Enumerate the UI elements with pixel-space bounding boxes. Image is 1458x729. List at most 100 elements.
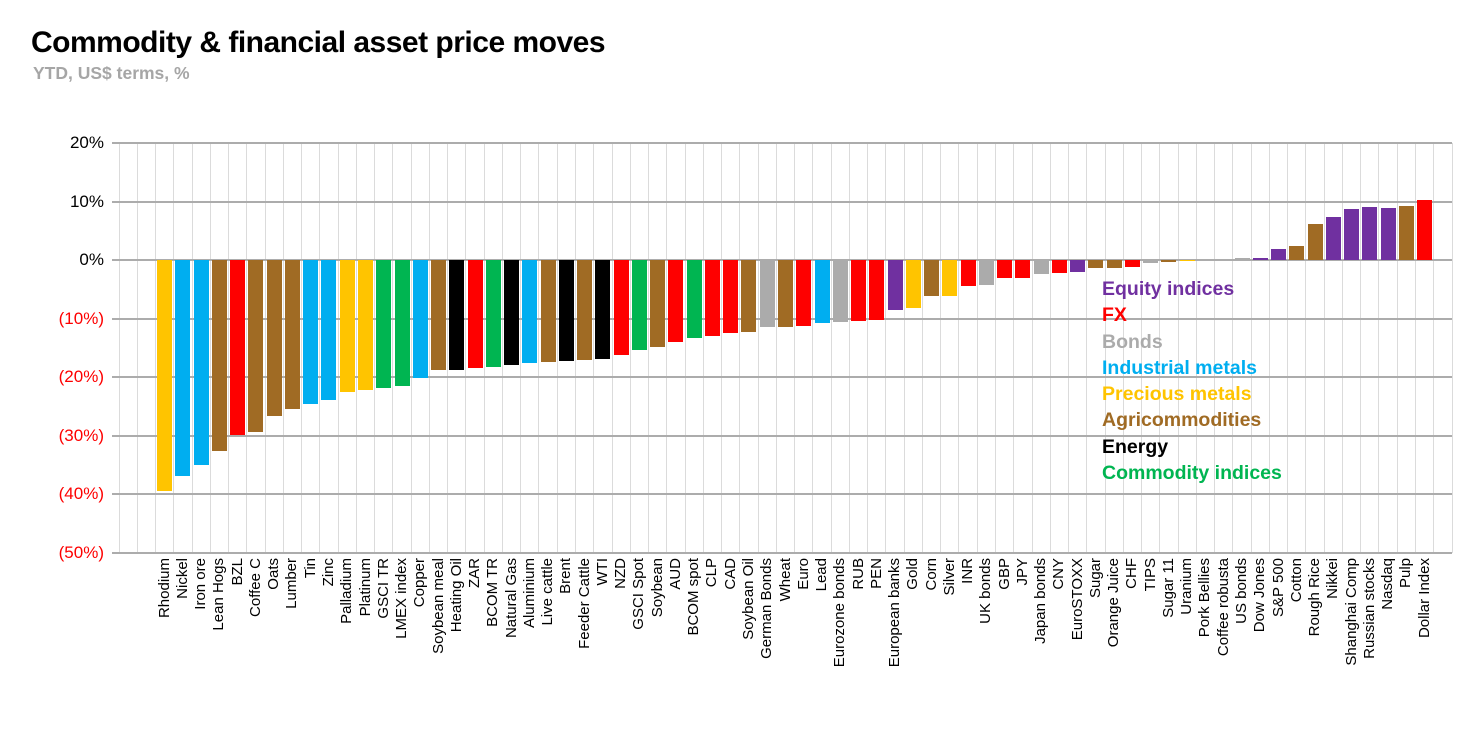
bar-label: European banks xyxy=(886,558,904,668)
gridline-v xyxy=(319,143,321,553)
gridline-v xyxy=(155,143,157,553)
gridline-v xyxy=(611,143,613,553)
bar xyxy=(978,260,994,286)
gridline-v xyxy=(1451,143,1453,553)
bar xyxy=(960,260,976,286)
bar-label: Russian stocks xyxy=(1360,558,1378,659)
gridline-v xyxy=(1031,143,1033,553)
gridline-v xyxy=(501,143,503,553)
bar xyxy=(778,260,793,327)
axis-tick xyxy=(112,317,119,320)
bar-label: Sugar 11 xyxy=(1159,558,1177,618)
bar xyxy=(1325,217,1341,261)
gridline-v xyxy=(173,143,175,553)
legend-item: Industrial metals xyxy=(1102,356,1257,379)
plot-area xyxy=(112,142,1453,554)
bar-label: Brent xyxy=(557,558,575,594)
bar-label: Aluminium xyxy=(520,558,538,629)
bar xyxy=(485,260,501,368)
bar-label: Copper xyxy=(411,558,429,608)
gridline-v xyxy=(830,143,832,553)
gridline-v xyxy=(629,143,631,553)
gridline-v xyxy=(520,143,522,553)
axis-tick xyxy=(112,552,119,554)
bar-label: Soybean meal xyxy=(429,558,447,654)
gridline-v xyxy=(593,143,595,553)
gridline-h xyxy=(119,552,1452,554)
bar xyxy=(284,260,300,410)
y-tick-label: 10% xyxy=(69,191,104,211)
bar xyxy=(175,260,191,477)
bar xyxy=(266,260,282,416)
bar xyxy=(723,260,739,334)
bar-label: GBP xyxy=(995,558,1013,590)
gridline-v xyxy=(1433,143,1435,553)
y-tick-label: (50%) xyxy=(58,543,104,562)
bar-label: S&P 500 xyxy=(1269,558,1287,617)
y-tick-label: (40%) xyxy=(58,484,104,504)
gridline-v xyxy=(447,143,449,553)
bar-label: Feeder Cattle xyxy=(575,558,593,649)
bar xyxy=(686,260,702,339)
bar-label: JPY xyxy=(1013,558,1031,586)
bar xyxy=(814,260,830,323)
bar-label: CHF xyxy=(1123,558,1141,589)
bar-label: TIPS xyxy=(1141,558,1159,592)
bar xyxy=(339,260,355,393)
bar-label: Gold xyxy=(904,558,922,590)
gridline-v xyxy=(1323,143,1325,553)
bar-label: Platinum xyxy=(356,558,374,617)
bar-label: Rough Rice xyxy=(1306,558,1324,637)
gridline-v xyxy=(1287,143,1289,553)
gridline-h xyxy=(119,376,1452,379)
bar-label: BCOM spot xyxy=(685,558,703,636)
bar-label: WTI xyxy=(593,558,611,586)
gridline-v xyxy=(1013,143,1015,553)
bar xyxy=(412,260,428,379)
bar-label: Iron ore xyxy=(192,558,210,610)
y-tick-label: 0% xyxy=(79,250,104,270)
bar xyxy=(1234,258,1250,261)
bar-label: Wheat xyxy=(776,558,794,602)
bar xyxy=(358,260,373,390)
page-title: Commodity & financial asset price moves xyxy=(31,26,606,59)
bar xyxy=(595,260,611,359)
bar-label: CAD xyxy=(721,558,739,590)
bar xyxy=(1417,199,1433,261)
bar-label: Lean Hogs xyxy=(210,558,228,631)
bar-label: Dow Jones xyxy=(1251,558,1269,633)
bar xyxy=(1179,260,1195,262)
gridline-v xyxy=(1414,143,1416,553)
bar xyxy=(1088,260,1104,269)
bar xyxy=(869,260,885,321)
bar-label: BZL xyxy=(228,558,246,586)
bar-label: BCOM TR xyxy=(484,558,502,627)
bar-label: Coffee C xyxy=(246,558,264,617)
bar-label: Silver xyxy=(940,558,958,596)
bar-label: Rhodium xyxy=(155,558,173,619)
bar xyxy=(668,260,684,343)
bar xyxy=(248,260,264,433)
bar-label: INR xyxy=(959,558,977,584)
bar xyxy=(1271,249,1287,261)
bar-label: Live cattle xyxy=(539,558,557,626)
bar-label: US bonds xyxy=(1233,558,1250,624)
axis-tick xyxy=(112,142,119,144)
gridline-v xyxy=(1104,143,1106,553)
gridline-h xyxy=(119,493,1452,496)
bar xyxy=(1362,207,1378,261)
bar-label: Nickel xyxy=(173,558,191,599)
gridline-v xyxy=(538,143,540,553)
bar xyxy=(1106,260,1122,268)
bar xyxy=(997,260,1013,279)
bar-label: AUD xyxy=(666,558,684,590)
y-tick-label: (30%) xyxy=(58,425,104,445)
gridline-v xyxy=(1305,143,1307,553)
bar xyxy=(924,260,940,297)
gridline-v xyxy=(1378,143,1380,553)
gridline-v xyxy=(301,143,303,553)
bar xyxy=(1033,260,1049,275)
bar-label: Cotton xyxy=(1287,558,1305,603)
bar xyxy=(1015,260,1031,278)
bar-label: Eurozone bonds xyxy=(831,558,849,668)
